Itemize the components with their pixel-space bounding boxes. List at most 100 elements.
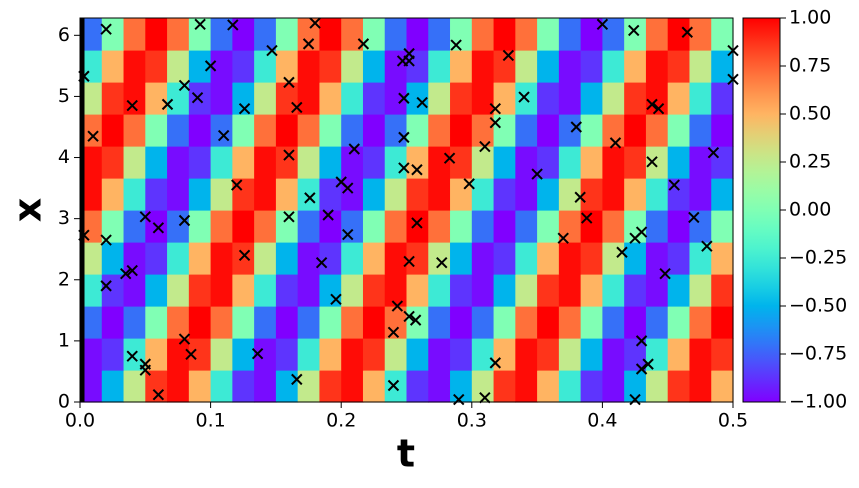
heatmap-cell xyxy=(384,18,408,51)
scatter-point xyxy=(304,192,316,204)
heatmap-cell xyxy=(689,274,712,307)
heatmap-cell xyxy=(515,370,538,403)
heatmap-cell xyxy=(362,242,386,275)
heatmap-cell xyxy=(101,114,125,147)
heatmap-cell xyxy=(167,370,190,403)
heatmap-cell xyxy=(645,114,669,147)
scatter-point xyxy=(342,182,354,194)
heatmap-cell xyxy=(471,50,495,83)
scatter-point xyxy=(596,18,609,31)
heatmap-cell xyxy=(188,274,212,307)
heatmap-cell xyxy=(406,114,429,147)
heatmap-cell xyxy=(450,242,473,275)
scatter-point xyxy=(227,19,239,31)
scatter-point xyxy=(570,121,582,133)
heatmap-cell xyxy=(297,306,321,339)
heatmap-cell xyxy=(297,370,321,403)
heatmap-cell xyxy=(537,50,560,83)
scatter-point xyxy=(450,39,462,51)
heatmap-cell xyxy=(711,242,734,275)
heatmap-cell xyxy=(297,114,321,147)
heatmap-cell xyxy=(145,242,168,275)
scatter-point xyxy=(411,217,423,229)
heatmap-cell xyxy=(123,146,146,179)
heatmap-cell xyxy=(341,338,364,371)
heatmap-cell xyxy=(167,82,190,115)
scatter-point xyxy=(688,211,700,224)
heatmap-cell xyxy=(341,82,364,115)
heatmap-cell xyxy=(254,18,277,51)
plot-frame xyxy=(79,17,734,403)
heatmap-cell xyxy=(123,242,146,275)
heatmap-cell xyxy=(275,114,299,147)
heatmap-cell xyxy=(210,242,233,275)
scatter-point xyxy=(463,178,475,190)
heatmap-cell xyxy=(624,306,647,339)
heatmap-cell xyxy=(167,18,190,51)
heatmap-cell xyxy=(384,114,408,147)
heatmap-cell xyxy=(101,274,125,307)
heatmap-cell xyxy=(450,18,473,51)
heatmap-cell xyxy=(232,114,255,147)
x-tick-label: 0.1 xyxy=(195,410,225,432)
heatmap-cell xyxy=(471,18,495,51)
heatmap-cell xyxy=(188,210,212,243)
scatter-point xyxy=(357,38,370,50)
x-axis-label: t xyxy=(397,432,415,476)
heatmap-cell xyxy=(341,370,364,403)
heatmap-cell xyxy=(711,338,734,371)
heatmap-cell xyxy=(406,178,429,211)
scatter-point xyxy=(330,293,342,306)
heatmap-cell xyxy=(297,338,321,371)
heatmap-cell xyxy=(428,210,451,243)
heatmap-cell xyxy=(689,18,712,51)
y-tick-label: 6 xyxy=(58,24,70,46)
heatmap-cell xyxy=(493,306,516,339)
heatmap-cell xyxy=(123,18,146,51)
scatter-point xyxy=(126,264,138,277)
heatmap-cell xyxy=(558,274,582,307)
scatter-point xyxy=(266,44,278,57)
colorbar-tick-label: 1.00 xyxy=(789,7,831,29)
heatmap-cell xyxy=(450,82,473,115)
heatmap-cell xyxy=(515,146,538,179)
heatmap-cell xyxy=(254,50,277,83)
heatmap-cell xyxy=(297,146,321,179)
heatmap-cell xyxy=(667,274,691,307)
heatmap-cell xyxy=(275,50,299,83)
scatter-point xyxy=(398,131,410,144)
heatmap-cell xyxy=(210,50,233,83)
heatmap-cell xyxy=(384,50,408,83)
heatmap-cell xyxy=(297,50,321,83)
heatmap-cell xyxy=(580,338,603,371)
heatmap-cell xyxy=(319,114,342,147)
heatmap-cell xyxy=(80,178,103,211)
heatmap-cell xyxy=(493,114,516,147)
scatter-point xyxy=(191,91,204,104)
heatmap-cell xyxy=(210,114,233,147)
heatmap-cell xyxy=(515,210,538,243)
heatmap-cell xyxy=(362,82,386,115)
scatter-point xyxy=(120,267,132,280)
heatmap-cell xyxy=(689,82,712,115)
heatmap-cell xyxy=(602,338,625,371)
heatmap-cell xyxy=(188,242,212,275)
heatmap-cell xyxy=(188,82,212,115)
colorbar-tick-label: 0.00 xyxy=(789,199,831,221)
plot-area xyxy=(79,18,734,403)
scatter-point xyxy=(283,76,295,89)
heatmap-cell xyxy=(645,370,669,403)
heatmap-cell xyxy=(123,114,146,147)
heatmap-cell xyxy=(645,18,669,51)
heatmap-cell xyxy=(275,18,299,51)
colorbar xyxy=(742,17,781,403)
scatter-point xyxy=(635,363,648,375)
scatter-point xyxy=(436,256,448,269)
scatter-point xyxy=(126,350,138,362)
heatmap-cell xyxy=(558,370,582,403)
scatter-point xyxy=(489,116,502,129)
heatmap-cell xyxy=(341,306,364,339)
colorbar-tick-label: −0.25 xyxy=(789,247,847,269)
heatmap-cell xyxy=(254,210,277,243)
heatmap-cell xyxy=(275,82,299,115)
